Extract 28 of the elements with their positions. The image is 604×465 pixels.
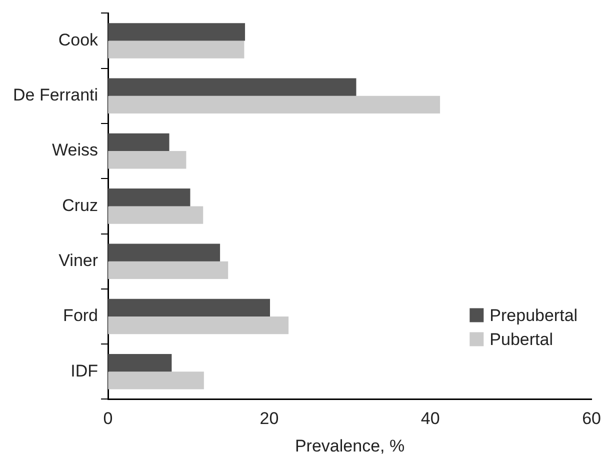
bar: [108, 23, 246, 41]
bar: [108, 96, 440, 114]
y-tick-label: De Ferranti: [12, 86, 98, 105]
legend-label: Prepubertal: [490, 306, 578, 325]
y-tick-label: Cruz: [62, 196, 98, 215]
x-tick-label: 0: [103, 409, 113, 428]
bar: [108, 151, 186, 169]
bar: [108, 40, 244, 58]
y-tick-label: Viner: [58, 251, 98, 270]
x-tick-label: 20: [260, 409, 279, 428]
x-axis-title: Prevalence, %: [294, 436, 405, 456]
y-tick-label: Cook: [58, 30, 99, 50]
bar: [108, 206, 204, 224]
bar: [108, 78, 356, 96]
bar: [108, 354, 172, 372]
bar: [108, 244, 220, 262]
legend-label: Pubertal: [490, 330, 553, 349]
bar: [108, 188, 190, 206]
y-tick-label: Weiss: [52, 140, 98, 160]
bar: [108, 298, 270, 316]
bar: [108, 261, 228, 279]
x-tick-label: 60: [582, 409, 602, 428]
y-tick-label: IDF: [70, 361, 98, 380]
x-tick-label: 40: [420, 409, 440, 428]
bar: [108, 133, 170, 152]
bar: [108, 372, 204, 390]
bar: [108, 316, 289, 334]
y-tick-label: Ford: [63, 306, 98, 326]
